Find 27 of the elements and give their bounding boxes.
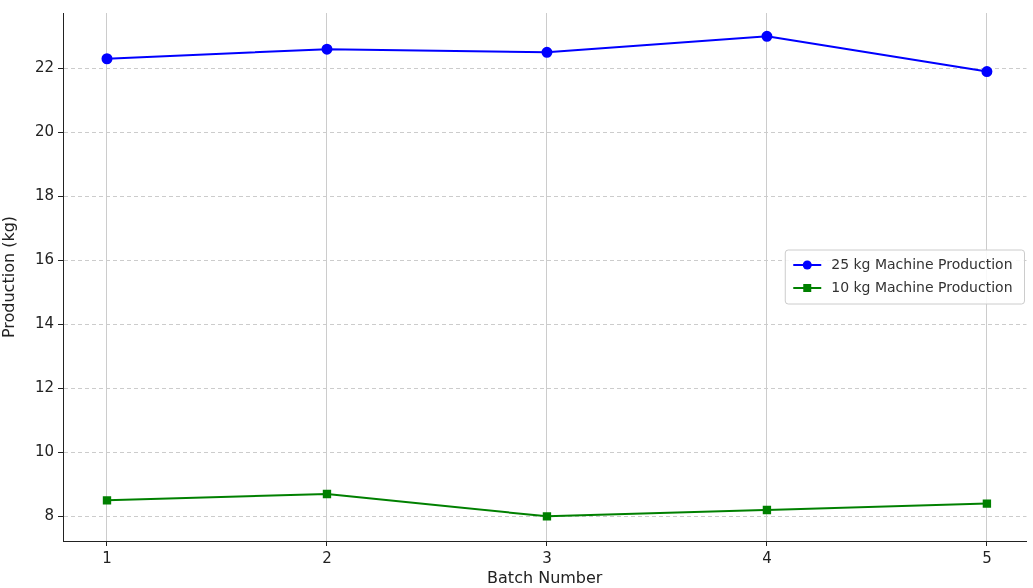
point bbox=[982, 499, 992, 508]
point bbox=[102, 496, 112, 505]
y-tick-label: 14 bbox=[34, 314, 54, 333]
point bbox=[761, 30, 773, 42]
legend-label: 10 kg Machine Production bbox=[831, 278, 1013, 295]
point bbox=[321, 43, 333, 55]
point bbox=[541, 46, 553, 58]
point bbox=[981, 66, 993, 78]
y-tick-label: 16 bbox=[34, 250, 54, 269]
point bbox=[542, 512, 552, 521]
legend-label: 25 kg Machine Production bbox=[831, 255, 1013, 272]
x-tick-label: 4 bbox=[762, 548, 772, 567]
y-tick-label: 20 bbox=[34, 122, 54, 141]
x-tick-label: 5 bbox=[982, 548, 992, 567]
x-tick-label: 3 bbox=[542, 548, 552, 567]
y-axis-title: Production (kg) bbox=[0, 215, 18, 339]
point bbox=[762, 505, 772, 515]
y-tick-label: 22 bbox=[34, 58, 54, 77]
point bbox=[101, 53, 113, 65]
point bbox=[322, 489, 332, 499]
x-tick-label: 2 bbox=[322, 548, 332, 567]
x-axis-title: Batch Number bbox=[487, 567, 603, 587]
x-tick-label: 1 bbox=[102, 548, 112, 567]
y-tick-label: 10 bbox=[34, 442, 54, 461]
y-tick-label: 18 bbox=[34, 186, 54, 205]
y-tick-label: 12 bbox=[34, 378, 54, 397]
y-tick-label: 8 bbox=[44, 506, 54, 525]
